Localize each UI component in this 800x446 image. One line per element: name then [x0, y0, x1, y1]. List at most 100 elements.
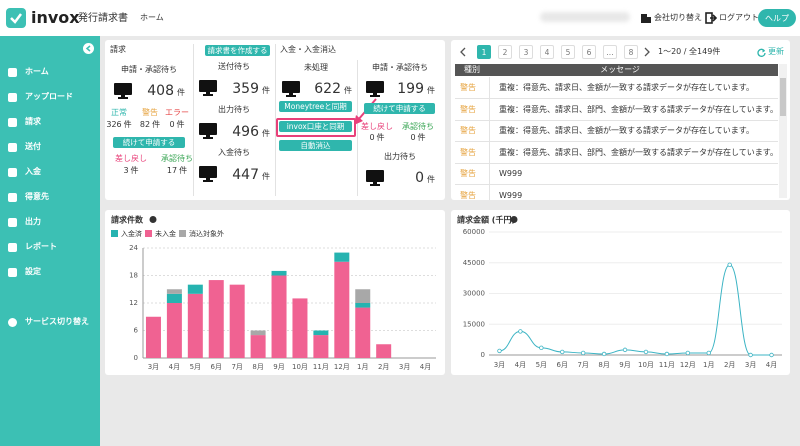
count-unit: 件 — [262, 86, 270, 95]
page-button[interactable]: 1 — [477, 45, 491, 59]
bar-segment — [355, 289, 371, 303]
x-tick-label: 6月 — [557, 361, 568, 369]
sync-button[interactable]: invox口座と同期 — [279, 121, 352, 132]
row-type: 警告 — [460, 83, 476, 92]
count-unit: 件 — [262, 172, 270, 181]
count: 622 件 — [314, 82, 352, 96]
row-border — [455, 141, 778, 142]
bar-segment — [355, 307, 371, 358]
row-type: 警告 — [460, 190, 476, 200]
row-type: 警告 — [460, 147, 476, 157]
continue-button[interactable]: 続けて申請する — [113, 137, 185, 148]
status-label: エラー — [165, 108, 189, 117]
point — [769, 352, 774, 358]
count-unit: 件 — [179, 166, 188, 175]
point — [539, 345, 544, 351]
continue-button[interactable]: 続けて申請する — [364, 103, 435, 114]
scroll-thumb[interactable] — [780, 78, 786, 116]
cell-border — [489, 98, 490, 120]
page-button[interactable]: ... — [603, 45, 617, 59]
page-button[interactable]: 2 — [498, 45, 512, 59]
cell-border — [489, 184, 490, 200]
x-tick-label: 8月 — [598, 361, 609, 369]
help-icon — [149, 216, 157, 223]
legend-label: 消込対象外 — [189, 229, 224, 238]
monitor-icon — [366, 170, 384, 186]
x-tick-label: 4月 — [169, 363, 180, 371]
row-type: 警告 — [460, 169, 476, 178]
y-tick-label: 30000 — [463, 290, 485, 298]
next-page[interactable] — [642, 47, 652, 57]
bar-segment — [271, 270, 287, 276]
chart-title: 請求金額 (千円) — [457, 215, 515, 225]
bar-segment — [292, 298, 308, 358]
logout: ログアウト — [719, 13, 759, 22]
bar-segment — [271, 275, 287, 358]
page-range: 1〜20 / 全149件 — [658, 47, 721, 56]
menu-icon — [8, 318, 17, 327]
point — [518, 329, 523, 334]
create-button[interactable]: 請求書を作成する — [205, 45, 270, 56]
highlight-box — [276, 118, 356, 137]
monitor-icon — [199, 123, 217, 139]
bar-segment — [250, 330, 266, 336]
count-unit: 件 — [417, 133, 426, 142]
row-border — [455, 184, 778, 185]
row-border — [455, 119, 778, 121]
cell-border — [489, 141, 490, 163]
count-unit: 件 — [123, 120, 132, 129]
row-border — [455, 98, 778, 99]
prev-page[interactable] — [458, 47, 468, 57]
y-tick-label: 0 — [481, 351, 485, 359]
page-button[interactable]: 4 — [540, 45, 554, 59]
page-button[interactable]: 8 — [624, 45, 638, 59]
x-tick-label: 1月 — [357, 363, 368, 371]
point — [643, 349, 649, 355]
menu-icon — [8, 143, 17, 152]
menu-icon — [8, 268, 17, 277]
sync-button[interactable]: Moneytreeと同期 — [279, 101, 352, 112]
page-button[interactable]: 3 — [519, 45, 533, 59]
menu-item: アップロード — [25, 92, 73, 101]
label: 入金待ち — [218, 148, 250, 157]
x-tick-label: 10月 — [638, 361, 654, 369]
menu-item: 設定 — [25, 267, 41, 276]
x-tick-label: 1月 — [703, 361, 714, 369]
sub-label: 差し戻し — [115, 154, 147, 163]
page-button[interactable]: 5 — [561, 45, 575, 59]
status-count: 82 件 — [140, 121, 160, 129]
point — [706, 350, 711, 356]
collapse-button[interactable] — [83, 43, 94, 54]
legend-swatch — [145, 230, 152, 237]
divider — [193, 44, 194, 196]
y-tick-label: 18 — [129, 272, 138, 280]
help-button[interactable]: ヘルプ — [758, 9, 796, 27]
sub-label: 承認待ち — [402, 122, 434, 131]
count-value: 3 — [123, 166, 129, 175]
cell-border — [489, 120, 490, 141]
bar-segment — [250, 335, 266, 358]
row-message: 重複：得意先、請求日、部門、金額が一致する請求データが存在しています。 — [499, 104, 778, 114]
divider — [275, 44, 276, 196]
help-icon — [510, 216, 518, 223]
column-header: メッセージ — [600, 65, 640, 74]
label: 申請・承認待ち — [121, 65, 177, 74]
status-label: 正常 — [111, 108, 127, 117]
x-tick-label: 2月 — [378, 363, 389, 371]
scrollbar — [779, 64, 787, 198]
y-tick-label: 24 — [129, 244, 138, 252]
page-button[interactable]: 6 — [582, 45, 596, 59]
sync-button[interactable]: 自動消込 — [279, 140, 352, 151]
menu-item: 請求 — [25, 117, 41, 126]
line — [499, 264, 772, 356]
refresh-icon[interactable] — [757, 48, 766, 57]
x-tick-label: 7月 — [231, 363, 242, 371]
line-chart: 請求金額 (千円) 0 15000 30000 45000 60000 3月 4月 5月 6月 7月… — [457, 215, 782, 369]
count-value: 82 — [139, 120, 151, 129]
bar-segment — [145, 316, 161, 358]
